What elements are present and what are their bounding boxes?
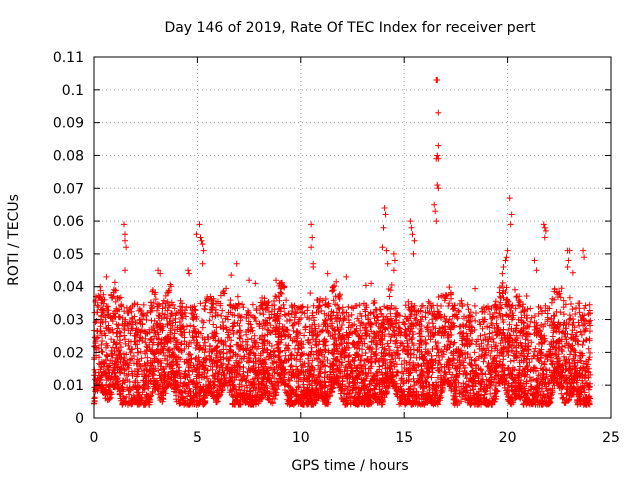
y-tick-label: 0.06	[53, 214, 84, 230]
y-tick-label: 0.04	[53, 280, 84, 296]
y-tick-label: 0.05	[53, 247, 84, 263]
y-axis-label: ROTI / TECUs	[6, 194, 22, 286]
x-tick-label: 15	[395, 430, 413, 446]
y-tick-label: 0.01	[53, 378, 84, 394]
x-tick-label: 0	[90, 430, 99, 446]
y-tick-label: 0.02	[53, 345, 84, 361]
y-tick-label: 0.07	[53, 181, 84, 197]
x-tick-label: 5	[193, 430, 202, 446]
y-tick-label: 0.11	[53, 50, 84, 66]
y-tick-label: 0.09	[53, 116, 84, 132]
y-tick-label: 0.1	[62, 83, 84, 99]
x-axis-label: GPS time / hours	[291, 458, 408, 474]
plot-frame	[93, 56, 612, 419]
y-tick-label: 0.03	[53, 313, 84, 329]
axis-ticks: 0 0.01 0.02 0.03 0.04 0.05 0.06 0.07 0.08 0.09 0.1…	[53, 50, 620, 446]
roti-markers	[91, 77, 594, 408]
x-tick-label: 20	[499, 430, 517, 446]
y-tick-label: 0.08	[53, 148, 84, 164]
data-points	[91, 77, 594, 408]
y-tick-label: 0	[75, 411, 84, 427]
x-tick-label: 25	[602, 430, 620, 446]
chart-title: Day 146 of 2019, Rate Of TEC Index for r…	[164, 20, 536, 36]
x-tick-label: 10	[292, 430, 310, 446]
